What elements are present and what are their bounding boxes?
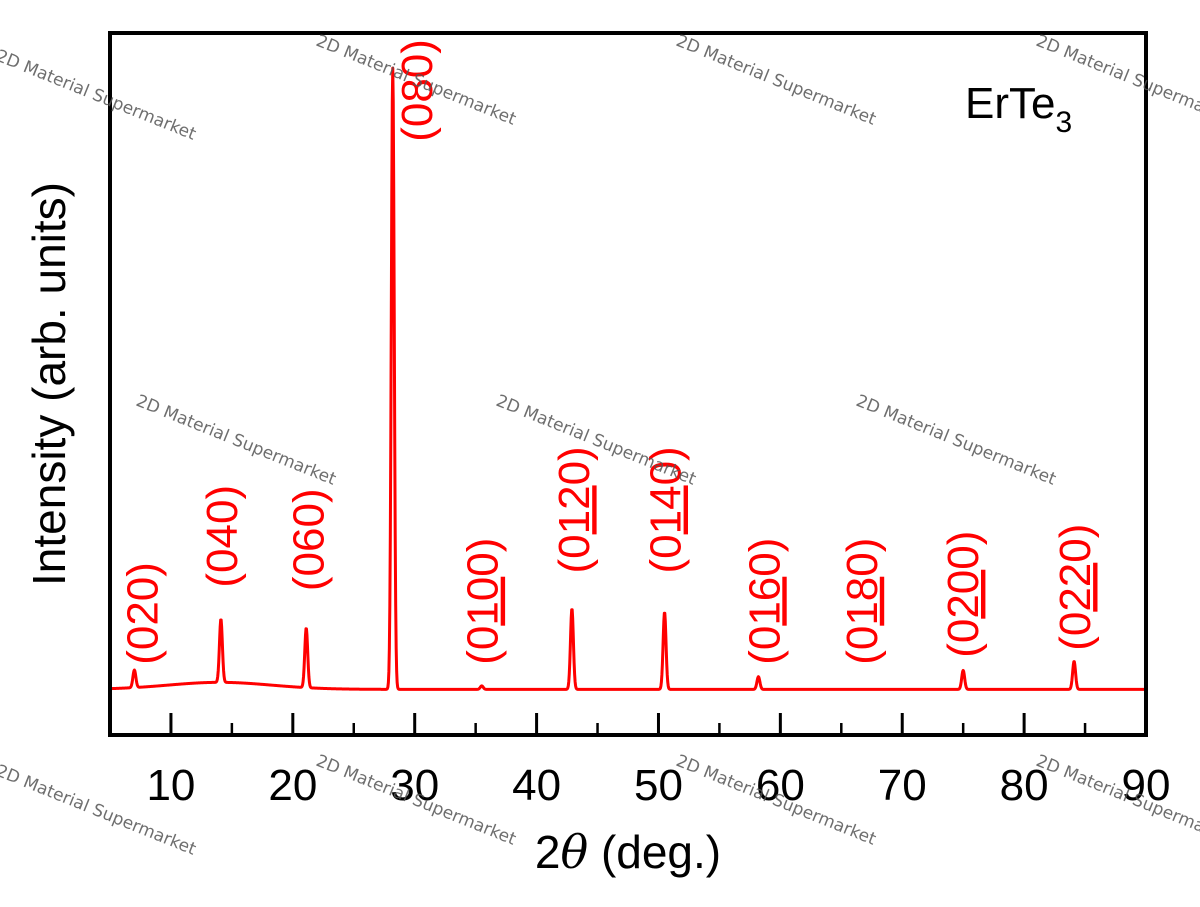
x-tick-label-40: 40 (512, 761, 561, 810)
peak-label-3: (080) (393, 39, 442, 142)
peak-label-1: (040) (198, 485, 247, 588)
x-tick-label-10: 10 (146, 761, 195, 810)
peak-label-part: 0) (550, 446, 599, 485)
peak-label-2: (060) (284, 488, 333, 591)
peak-label-8: (0180) (838, 538, 887, 665)
peak-label-part: (0 (459, 626, 508, 665)
peak-label-part: 0) (740, 538, 789, 577)
x-axis-title-symbol: θ (560, 825, 588, 879)
peak-label-underlined: 20 (939, 570, 988, 619)
peak-annotations: (020)(040) (060)(080)(0100) (0120)(0140)(0… (119, 39, 1100, 665)
x-tick-label-20: 20 (268, 761, 317, 810)
x-axis-ticks: 10 20 30 40 50 60 70 80 90 (146, 713, 1170, 810)
peak-label-underlined: 16 (740, 577, 789, 626)
sample-label: ErTe3 (965, 79, 1072, 139)
sample-label-base: ErTe (965, 79, 1055, 128)
peak-label-5: (0120) (550, 446, 599, 573)
x-tick-label-50: 50 (634, 761, 683, 810)
watermark-6: 2D Material Supermarket (853, 391, 1059, 490)
y-axis-title: Intensity (arb. units) (23, 182, 75, 586)
series-layer (108, 66, 1148, 691)
peak-label-part: 0) (1051, 524, 1100, 563)
peak-label-10: (0220) (1051, 524, 1100, 651)
peak-label-9: (0200) (939, 531, 988, 658)
x-axis-title-suffix: (deg.) (588, 826, 721, 878)
peak-label-part: 0) (838, 538, 887, 577)
peak-label-part: (0 (939, 619, 988, 658)
peak-label-part: (0 (740, 626, 789, 665)
peak-label-part: (0 (838, 626, 887, 665)
peak-label-7: (0160) (740, 538, 789, 665)
peak-label-underlined: 12 (550, 485, 599, 534)
xrd-series-line (108, 66, 1148, 691)
watermark-2: 2D Material Supermarket (673, 31, 879, 130)
sample-label-subscript: 3 (1055, 106, 1072, 139)
x-axis-title-prefix: 2 (535, 826, 561, 878)
peak-label-0: (020) (119, 562, 168, 665)
peak-label-part: 0) (642, 446, 691, 485)
peak-label-part: 0) (459, 538, 508, 577)
peak-label-6: (0140) (642, 446, 691, 573)
watermark-4: 2D Material Supermarket (133, 391, 339, 490)
watermark-10: 2D Material Supermarket (1033, 751, 1200, 850)
peak-label-underlined: 10 (459, 577, 508, 626)
x-tick-label-90: 90 (1122, 761, 1171, 810)
peak-label-underlined: 14 (642, 485, 691, 534)
peak-label-underlined: 18 (838, 577, 887, 626)
x-axis-title: 2θ (deg.) (535, 825, 721, 879)
peak-label-4: (0100) (459, 538, 508, 665)
peak-label-part: 0) (939, 531, 988, 570)
plot-frame (108, 31, 1148, 737)
x-tick-label-60: 60 (756, 761, 805, 810)
peak-label-part: (0 (1051, 612, 1100, 651)
peak-label-part: (0 (550, 534, 599, 573)
peak-label-part: (0 (642, 534, 691, 573)
x-tick-label-80: 80 (1000, 761, 1049, 810)
x-tick-label-70: 70 (878, 761, 927, 810)
x-tick-label-30: 30 (390, 761, 439, 810)
watermark-0: 2D Material Supermarket (0, 46, 199, 145)
peak-label-underlined: 22 (1051, 563, 1100, 612)
